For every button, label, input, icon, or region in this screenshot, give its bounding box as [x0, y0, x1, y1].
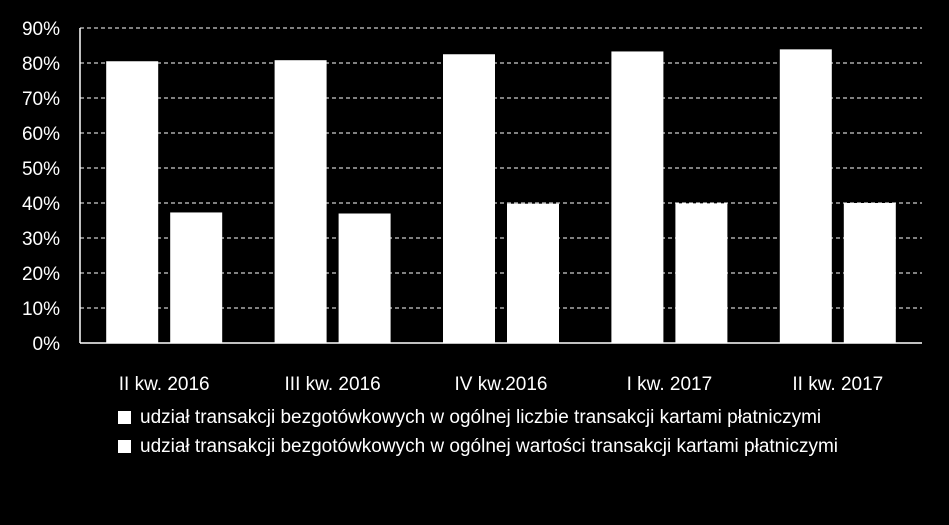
- x-tick-label: I kw. 2017: [627, 374, 713, 395]
- bar-series-2: [843, 203, 896, 343]
- y-tick-label: 20%: [22, 264, 60, 285]
- y-tick-label: 30%: [22, 229, 60, 250]
- y-tick-label: 10%: [22, 299, 60, 320]
- legend-swatch: [118, 411, 131, 424]
- x-tick-label: IV kw.2016: [455, 374, 548, 395]
- y-tick-label: 80%: [22, 54, 60, 75]
- y-tick-label: 50%: [22, 159, 60, 180]
- legend: udział transakcji bezgotówkowych w ogóln…: [118, 404, 918, 462]
- bar-series-2: [338, 213, 391, 343]
- x-axis: II kw. 2016 III kw. 2016 IV kw.2016 I kw. 2…: [80, 342, 922, 395]
- legend-label: udział transakcji bezgotówkowych w ogóln…: [140, 436, 838, 457]
- y-tick-label: 60%: [22, 124, 60, 145]
- bar-series-1: [611, 51, 664, 343]
- y-tick-label: 0%: [33, 334, 61, 355]
- bar-series-1: [443, 54, 495, 343]
- bars: [106, 49, 896, 343]
- bar-series-1: [779, 49, 832, 343]
- x-tick-label: II kw. 2016: [119, 374, 210, 395]
- legend-swatch: [118, 440, 131, 453]
- y-axis: 0% 10% 20% 30% 40% 50% 60% 70% 80% 90%: [22, 19, 81, 355]
- x-tick-label: II kw. 2017: [792, 374, 883, 395]
- legend-item-value: udział transakcji bezgotówkowych w ogóln…: [118, 433, 918, 460]
- y-tick-label: 40%: [22, 194, 60, 215]
- y-tick-label: 90%: [22, 19, 60, 40]
- bar-series-2: [507, 203, 559, 343]
- bar-series-2: [170, 212, 223, 343]
- x-tick-label: III kw. 2016: [285, 374, 381, 395]
- bar-series-2: [675, 203, 728, 343]
- legend-label: udział transakcji bezgotówkowych w ogóln…: [140, 407, 822, 428]
- legend-item-count: udział transakcji bezgotówkowych w ogóln…: [118, 404, 918, 431]
- y-tick-label: 70%: [22, 89, 60, 110]
- bar-series-1: [274, 60, 327, 343]
- bar-series-1: [106, 61, 159, 343]
